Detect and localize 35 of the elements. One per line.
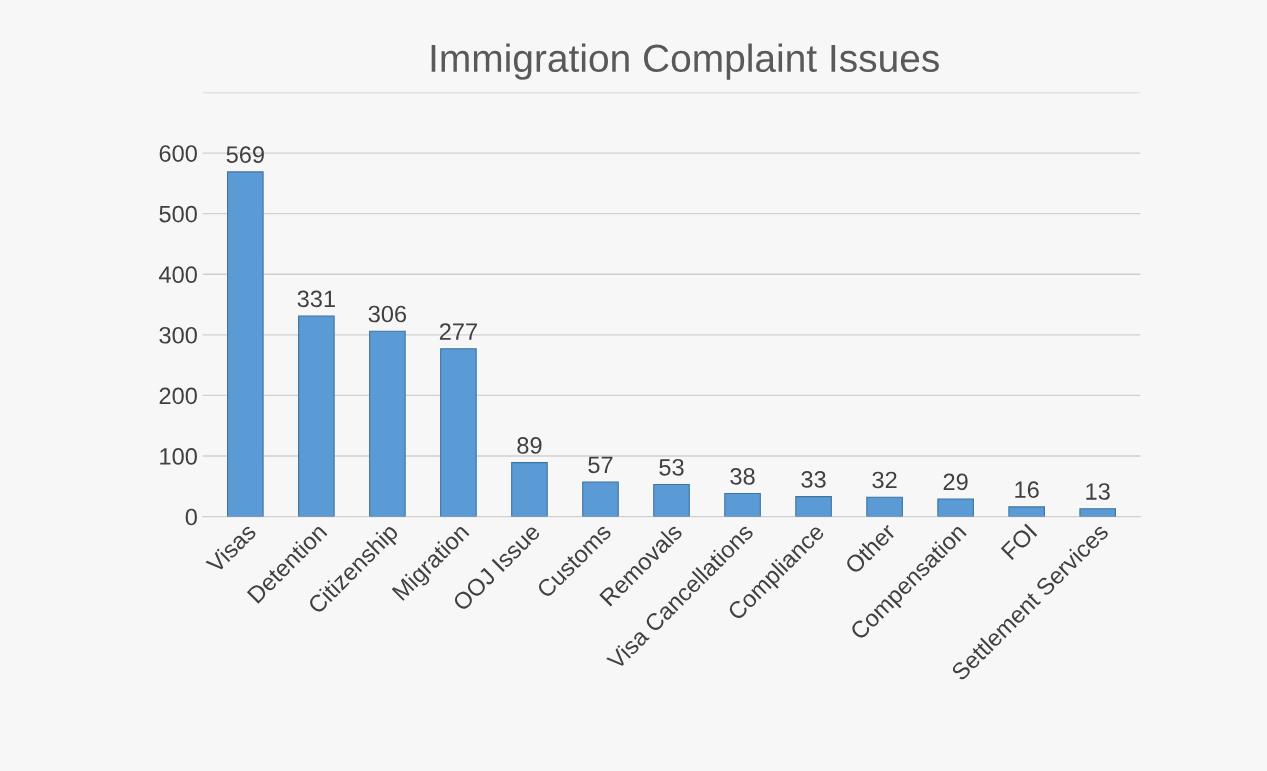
- y-tick-label: 100: [160, 448, 197, 465]
- x-tick-label: FOI: [1000, 523, 1038, 561]
- data-label: 32: [872, 471, 897, 489]
- chart-title: Immigration Complaint Issues: [431, 43, 939, 80]
- y-tick-label: 200: [159, 387, 197, 405]
- data-label: 29: [943, 473, 968, 491]
- data-label: 89: [517, 437, 542, 454]
- data-label: 569: [226, 146, 264, 164]
- data-label: 306: [368, 305, 407, 323]
- bar: [795, 496, 832, 517]
- bar: [724, 492, 761, 517]
- bar: [440, 348, 477, 517]
- bar: [1008, 506, 1045, 517]
- bar: [653, 483, 690, 517]
- bar: [298, 315, 335, 517]
- data-label: 13: [1086, 483, 1110, 500]
- bar: [511, 462, 548, 517]
- data-label: 38: [730, 468, 755, 485]
- bar: [866, 496, 903, 517]
- bar: [582, 481, 619, 517]
- data-label: 53: [659, 458, 684, 476]
- y-tick-label: 500: [159, 205, 197, 223]
- y-tick-label: 600: [159, 145, 197, 162]
- y-tick-label: 400: [159, 266, 197, 284]
- data-label: 33: [801, 471, 826, 488]
- data-label: 277: [439, 323, 477, 340]
- data-label: 16: [1015, 481, 1039, 499]
- bar: [227, 171, 264, 517]
- data-label: 57: [588, 456, 613, 474]
- data-label: 331: [297, 290, 335, 308]
- y-tick-label: 0: [185, 508, 197, 526]
- bar: [937, 498, 974, 517]
- bar: [1079, 508, 1116, 517]
- y-tick-label: 300: [159, 326, 197, 344]
- bar: [369, 330, 406, 517]
